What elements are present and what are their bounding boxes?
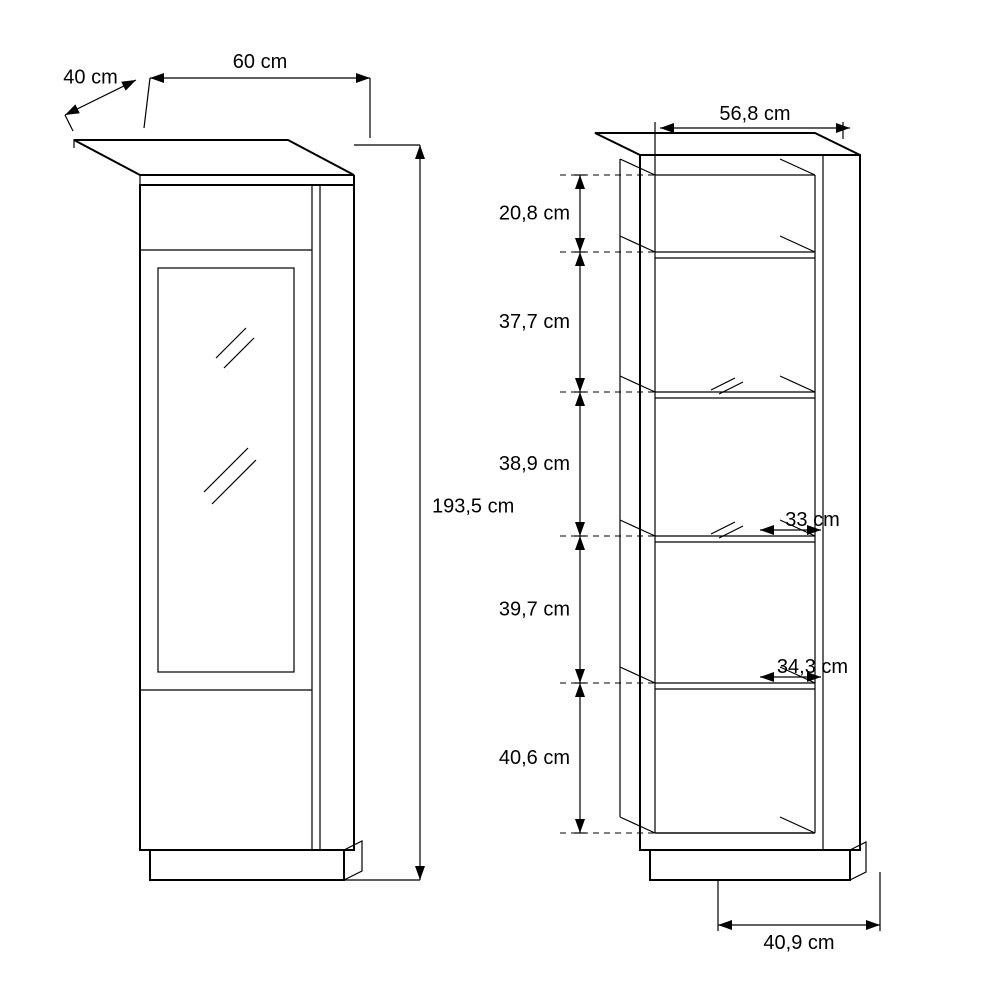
dim-outer-depth: 40,9 cm: [763, 932, 834, 954]
dim-compartment-1: 37,7 cm: [499, 311, 570, 333]
dim-inner-width: 56,8 cm: [719, 103, 790, 125]
left-view: 40 cm 60 cm 193,5 cm: [63, 51, 514, 880]
dim-compartment-4: 40,6 cm: [499, 747, 570, 769]
dim-depth: 40 cm: [63, 67, 117, 89]
technical-drawing: 40 cm 60 cm 193,5 cm 56,8 cm 33 cm 34,3 cm 40,…: [0, 0, 1000, 1000]
dim-height: 193,5 cm: [432, 496, 514, 518]
right-view: 56,8 cm 33 cm 34,3 cm 40,9 cm 20,8 cm 37,7 cm…: [499, 103, 880, 954]
dim-compartment-2: 38,9 cm: [499, 453, 570, 475]
dim-shelf-depth-b: 34,3 cm: [777, 656, 848, 678]
dim-compartment-3: 39,7 cm: [499, 599, 570, 621]
dim-compartment-0: 20,8 cm: [499, 203, 570, 225]
dim-shelf-depth-a: 33 cm: [785, 509, 839, 531]
dim-width: 60 cm: [233, 51, 287, 73]
